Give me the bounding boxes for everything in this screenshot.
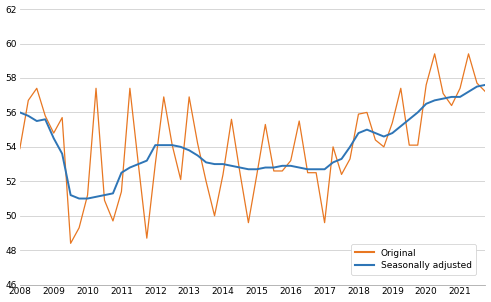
Legend: Original, Seasonally adjusted: Original, Seasonally adjusted (351, 244, 476, 275)
